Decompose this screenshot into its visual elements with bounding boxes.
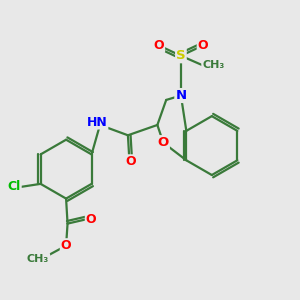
- Text: N: N: [176, 89, 187, 102]
- Text: O: O: [198, 39, 208, 52]
- Text: O: O: [125, 155, 136, 168]
- Text: Cl: Cl: [8, 180, 21, 193]
- Text: O: O: [154, 39, 164, 52]
- Text: O: O: [158, 136, 169, 149]
- Text: HN: HN: [87, 116, 107, 128]
- Text: CH₃: CH₃: [27, 254, 49, 264]
- Text: CH₃: CH₃: [202, 60, 224, 70]
- Text: S: S: [176, 49, 186, 62]
- Text: O: O: [61, 239, 71, 252]
- Text: O: O: [86, 213, 96, 226]
